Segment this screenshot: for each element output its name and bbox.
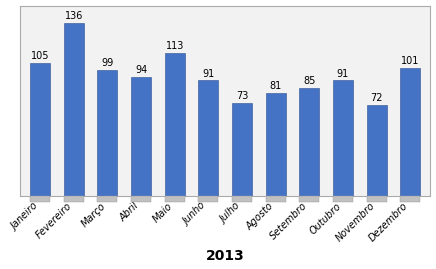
Text: 91: 91 [337, 69, 349, 79]
Bar [367, 105, 387, 196]
Text: 94: 94 [135, 65, 147, 75]
Text: 85: 85 [303, 76, 316, 86]
Bar [232, 196, 252, 202]
Text: 113: 113 [166, 41, 184, 51]
Bar [266, 93, 286, 196]
Bar [97, 196, 117, 202]
Bar [30, 196, 50, 202]
Bar [198, 80, 218, 196]
Bar [64, 23, 84, 196]
Bar [164, 196, 185, 202]
Bar [299, 88, 320, 196]
Text: 136: 136 [65, 11, 83, 22]
X-axis label: 2013: 2013 [206, 249, 245, 263]
Bar [232, 103, 252, 196]
Bar [400, 68, 420, 196]
Bar [333, 196, 353, 202]
Bar [164, 52, 185, 196]
Bar [131, 77, 151, 196]
Bar [198, 196, 218, 202]
Text: 91: 91 [202, 69, 215, 79]
Bar [400, 196, 420, 202]
Text: 99: 99 [101, 58, 113, 68]
Bar [266, 196, 286, 202]
Bar [367, 196, 387, 202]
Bar [299, 196, 320, 202]
Text: 101: 101 [401, 56, 419, 66]
Text: 73: 73 [236, 91, 248, 101]
Bar [30, 63, 50, 196]
Bar [64, 196, 84, 202]
Bar [333, 80, 353, 196]
Text: 72: 72 [370, 93, 383, 103]
Text: 105: 105 [31, 51, 49, 61]
Bar [131, 196, 151, 202]
Bar [97, 70, 117, 196]
Y-axis label: Visitas
mensais: Visitas mensais [0, 87, 27, 115]
Text: 81: 81 [269, 81, 282, 91]
